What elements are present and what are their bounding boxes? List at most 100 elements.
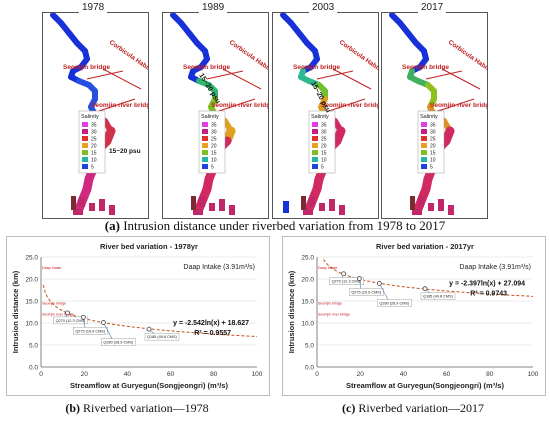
y-tick-label: 15.0	[25, 299, 38, 306]
river-bridge-line	[92, 98, 136, 114]
x-tick-label: 100	[252, 371, 263, 378]
tributary-block	[109, 205, 115, 215]
legend-swatch	[312, 143, 318, 148]
map-panel-2017: 2017 Corbicula Habitats Seomjin bridge Seom…	[381, 2, 488, 219]
chart-title: River bed variation - 2017yr	[376, 242, 474, 251]
legend-level: 30	[321, 130, 327, 136]
bridge-line	[86, 70, 124, 80]
chart-2017: River bed variation - 2017yr 0.0 5.0 10.0 15…	[282, 236, 546, 396]
tributary-block	[229, 205, 235, 215]
point-label: Q270 (12.3 CMS)	[56, 319, 86, 323]
legend-level: 30	[211, 130, 217, 136]
caption-c-text: Riverbed variation—2017	[358, 401, 484, 415]
legend-level: 25	[321, 137, 327, 143]
map-year-label: 1978	[79, 2, 108, 13]
y-tick-label: 10.0	[25, 321, 38, 328]
river-bridge-line	[431, 98, 475, 114]
tributary-block	[301, 196, 306, 210]
caption-b: (b) Riverbed variation—1978	[6, 401, 268, 416]
legend-level: 30	[430, 130, 436, 136]
x-tick-label: 20	[81, 371, 89, 378]
seomjin-river-bridge-label: Seomjin river bridge	[321, 102, 378, 109]
intake-annotation: Daap Intake (3.91m³/s)	[183, 264, 255, 271]
seomjin-river-bridge-label: Seomjin river bridge	[211, 102, 268, 109]
legend-level: 35	[430, 123, 436, 129]
marker-label: Daap Intake	[318, 266, 337, 270]
point-label-box	[144, 332, 180, 341]
y-tick-label: 15.0	[301, 299, 314, 306]
legend-swatch	[421, 129, 427, 134]
tributary-block	[99, 199, 105, 211]
tributary-block	[199, 197, 205, 207]
seomjin-bridge-label: Seomjin bridge	[183, 64, 230, 71]
data-point	[377, 281, 382, 286]
legend-swatch	[202, 129, 208, 134]
legend-box	[417, 110, 445, 174]
caption-c: (c) Riverbed variation—2017	[282, 401, 544, 416]
map-year-label: 2003	[309, 2, 338, 13]
legend-swatch	[202, 136, 208, 141]
legend-swatch	[421, 143, 427, 148]
legend-swatch	[82, 129, 88, 134]
legend-title: Salinity	[311, 114, 329, 120]
trend-equation: y = -2.542ln(x) + 18.627	[173, 320, 249, 327]
point-label: Q275 (19.6 CMS)	[75, 329, 105, 333]
point-label: Q185 (49.8 CMS)	[423, 295, 453, 299]
caption-a-letter: (a)	[104, 218, 120, 233]
legend-level: 15	[211, 151, 217, 157]
legend-swatch	[421, 150, 427, 155]
caption-b-letter: (b)	[65, 401, 81, 415]
habitats-label: Corbicula Habitats	[338, 39, 378, 78]
tributary-block	[209, 203, 215, 211]
legend-title: Salinity	[201, 114, 219, 120]
legend-title: Salinity	[81, 114, 99, 120]
data-point	[422, 286, 428, 292]
map-panel-1989: 1989 Corbicula Habitats Seomjin bridge Seom…	[162, 2, 269, 219]
point-label-box	[377, 299, 412, 307]
legend-swatch	[312, 122, 318, 127]
legend-level: 15	[321, 151, 327, 157]
legend-swatch	[82, 150, 88, 155]
legend-swatch	[202, 122, 208, 127]
legend-swatch	[312, 136, 318, 141]
point-label-box	[101, 338, 136, 346]
data-point	[356, 276, 362, 281]
legend-level: 15	[430, 151, 436, 157]
marker-label: Seomjin river bridge	[318, 312, 350, 316]
legend-level: 5	[211, 165, 214, 171]
legend-swatch	[202, 143, 208, 148]
map-panel-2003: 2003 Corbicula Habitats Seomjin bridge Seom…	[272, 2, 379, 219]
legend-level: 20	[321, 144, 327, 150]
legend-swatch	[312, 164, 318, 169]
x-axis-label: Streamflow at Guryegun(Songjeongri) (m³/…	[346, 381, 504, 390]
caption-a: (a) Intrusion distance under riverbed va…	[0, 218, 550, 234]
tributary-block	[73, 209, 83, 215]
legend-swatch	[312, 129, 318, 134]
data-point	[146, 326, 152, 332]
tributary-block	[438, 199, 444, 211]
legend-box	[308, 110, 336, 174]
river-bridge-line	[212, 98, 256, 114]
point-label: Q280 (28.9 CMS)	[379, 301, 409, 305]
legend-level: 30	[91, 130, 97, 136]
x-tick-label: 100	[528, 371, 539, 378]
seomjin-river-bridge-label: Seomjin river bridge	[91, 102, 148, 109]
y-tick-label: 5.0	[29, 343, 38, 350]
legend-swatch	[421, 164, 427, 169]
marker-label: Seomjin bridge	[42, 301, 66, 305]
tributary-block	[410, 196, 415, 210]
legend-level: 25	[91, 137, 97, 143]
caption-c-letter: (c)	[342, 401, 356, 415]
habitats-label: Corbicula Habitats	[447, 39, 487, 78]
x-tick-label: 80	[486, 371, 494, 378]
river-bridge-line	[322, 98, 366, 114]
legend-level: 15	[91, 151, 97, 157]
x-tick-label: 0	[315, 371, 319, 378]
legend-swatch	[82, 143, 88, 148]
y-tick-label: 25.0	[25, 255, 38, 262]
legend-level: 10	[91, 158, 97, 164]
